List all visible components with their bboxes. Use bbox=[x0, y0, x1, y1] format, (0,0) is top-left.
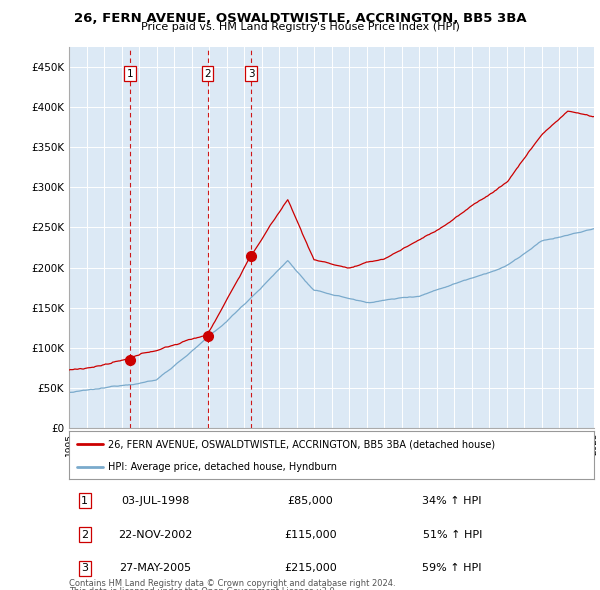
Text: Contains HM Land Registry data © Crown copyright and database right 2024.: Contains HM Land Registry data © Crown c… bbox=[69, 579, 395, 588]
Text: 2: 2 bbox=[204, 69, 211, 79]
Text: 34% ↑ HPI: 34% ↑ HPI bbox=[422, 496, 482, 506]
Text: 2: 2 bbox=[81, 530, 88, 539]
Text: 3: 3 bbox=[81, 563, 88, 573]
Text: 1: 1 bbox=[127, 69, 134, 79]
Text: £85,000: £85,000 bbox=[287, 496, 334, 506]
Text: £115,000: £115,000 bbox=[284, 530, 337, 539]
Text: This data is licensed under the Open Government Licence v3.0.: This data is licensed under the Open Gov… bbox=[69, 587, 337, 590]
Text: 3: 3 bbox=[248, 69, 254, 79]
Text: £215,000: £215,000 bbox=[284, 563, 337, 573]
Text: 22-NOV-2002: 22-NOV-2002 bbox=[118, 530, 193, 539]
Text: HPI: Average price, detached house, Hyndburn: HPI: Average price, detached house, Hynd… bbox=[109, 462, 337, 472]
Text: 03-JUL-1998: 03-JUL-1998 bbox=[121, 496, 190, 506]
Text: 26, FERN AVENUE, OSWALDTWISTLE, ACCRINGTON, BB5 3BA: 26, FERN AVENUE, OSWALDTWISTLE, ACCRINGT… bbox=[74, 12, 526, 25]
Text: 1: 1 bbox=[81, 496, 88, 506]
Text: Price paid vs. HM Land Registry's House Price Index (HPI): Price paid vs. HM Land Registry's House … bbox=[140, 22, 460, 32]
Text: 59% ↑ HPI: 59% ↑ HPI bbox=[422, 563, 482, 573]
Text: 26, FERN AVENUE, OSWALDTWISTLE, ACCRINGTON, BB5 3BA (detached house): 26, FERN AVENUE, OSWALDTWISTLE, ACCRINGT… bbox=[109, 439, 496, 449]
Text: 51% ↑ HPI: 51% ↑ HPI bbox=[422, 530, 482, 539]
Text: 27-MAY-2005: 27-MAY-2005 bbox=[119, 563, 191, 573]
